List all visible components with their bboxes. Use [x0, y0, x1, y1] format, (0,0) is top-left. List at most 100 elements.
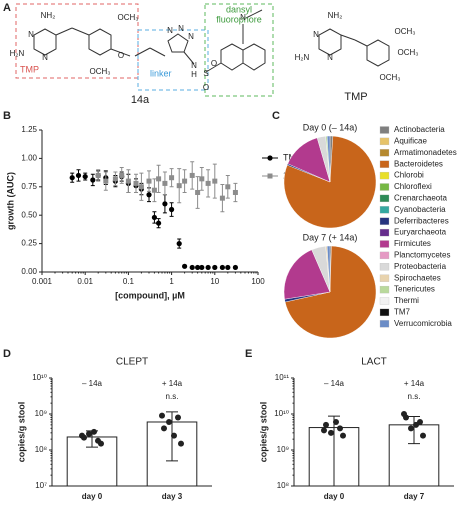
- x-tick-label: day 0: [82, 492, 103, 501]
- structure-tmp: [318, 28, 390, 67]
- legend-label: Spirochaetes: [394, 273, 441, 282]
- marker: [138, 184, 144, 190]
- x-tick-label: 0.001: [32, 277, 53, 286]
- marker: [267, 173, 273, 179]
- legend-swatch: [379, 251, 390, 260]
- atom-label: NH₂: [41, 11, 56, 20]
- legend-swatch: [379, 194, 390, 203]
- pie-slice: [283, 249, 331, 300]
- legend-label: TM7: [394, 308, 411, 317]
- marker: [176, 183, 182, 189]
- y-axis-title: copies/g stool: [16, 402, 26, 463]
- atom-label: O: [118, 51, 124, 60]
- atom-label: N: [327, 53, 333, 62]
- bond: [354, 39, 368, 47]
- marker: [182, 178, 188, 184]
- marker: [225, 264, 231, 271]
- ring: [318, 28, 342, 56]
- data-point: [337, 425, 343, 432]
- bond: [205, 62, 222, 73]
- annotation: + 14a: [404, 379, 425, 388]
- ring: [366, 39, 390, 67]
- data-point: [321, 427, 327, 434]
- ring: [33, 28, 57, 56]
- x-tick-label: day 0: [324, 492, 345, 501]
- chart-title: LACT: [361, 357, 387, 368]
- atom-label: N: [188, 32, 194, 41]
- y-tick-label: 0.25: [21, 239, 37, 248]
- annotation: – 14a: [82, 379, 103, 388]
- pie-title: Day 0 (– 14a): [303, 122, 358, 132]
- legend-label: Cyanobacteria: [394, 205, 446, 214]
- bond: [245, 9, 263, 19]
- panel-label: D: [3, 348, 11, 360]
- chart-title: CLEPT: [116, 357, 148, 368]
- legend-swatch: [379, 183, 390, 191]
- marker: [225, 184, 231, 190]
- marker: [125, 178, 131, 184]
- legend-swatch: [379, 160, 390, 168]
- y-tick-label: 1.00: [21, 154, 37, 163]
- marker: [189, 172, 195, 178]
- legend-swatch: [379, 206, 390, 214]
- annotation: – 14a: [324, 379, 345, 388]
- y-tick-label: 10⁸: [277, 481, 289, 490]
- atom-label: N: [28, 30, 34, 39]
- data-point: [323, 421, 329, 428]
- bond: [149, 47, 166, 57]
- pie-slice: [284, 245, 377, 339]
- legend-swatch: [379, 320, 390, 328]
- y-tick-label: 10¹⁰: [32, 373, 47, 382]
- data-point: [161, 425, 167, 432]
- atom-label: OCH₃: [89, 67, 110, 76]
- dansyl-box: [204, 3, 274, 97]
- data-point: [333, 418, 339, 425]
- x-tick-label: 0.1: [123, 277, 135, 286]
- legend-label: Thermi: [394, 296, 419, 305]
- marker: [195, 189, 201, 195]
- ring: [88, 28, 112, 56]
- x-axis-title: [compound], µM: [115, 290, 185, 300]
- panel-label: B: [3, 110, 11, 122]
- data-point: [340, 432, 346, 439]
- marker: [75, 172, 82, 179]
- marker: [205, 180, 211, 186]
- x-tick-label: 1: [169, 277, 174, 286]
- atom-label: OCH₃: [379, 73, 400, 82]
- atom-label: N: [313, 30, 319, 39]
- marker: [151, 214, 158, 221]
- legend-swatch: [379, 228, 390, 237]
- compound-label: TMP: [344, 91, 367, 103]
- data-point: [420, 432, 426, 439]
- data-point: [98, 440, 104, 447]
- y-tick-label: 10¹⁰: [274, 409, 289, 418]
- data-point: [178, 440, 184, 447]
- panel-label: E: [245, 348, 252, 360]
- legend-label: Armatimonadetes: [394, 148, 457, 157]
- y-axis-title: growth (AUC): [5, 172, 15, 230]
- x-tick-label: day 7: [404, 492, 425, 501]
- bond: [340, 34, 356, 41]
- ring: [220, 43, 244, 71]
- legend-label: Deferribacteres: [394, 216, 449, 225]
- marker: [232, 189, 238, 195]
- marker: [232, 264, 239, 271]
- pie-slice: [326, 245, 331, 293]
- box-label: fluorophore: [216, 14, 262, 24]
- marker: [133, 180, 139, 186]
- marker: [155, 220, 162, 226]
- atom-label: O: [203, 83, 209, 92]
- marker: [219, 195, 225, 201]
- legend-swatch: [379, 137, 390, 146]
- pie-title: Day 7 (+ 14a): [303, 232, 358, 242]
- panel-label: A: [3, 2, 11, 14]
- legend-label: Actinobacteria: [394, 125, 445, 134]
- atom-label: OCH₃: [117, 13, 138, 22]
- y-tick-label: 10⁸: [35, 445, 47, 454]
- legend-swatch: [379, 171, 390, 180]
- marker: [162, 180, 168, 186]
- y-tick-label: 0.75: [21, 182, 37, 191]
- y-tick-label: 0.50: [21, 210, 37, 219]
- legend-swatch: [379, 126, 390, 134]
